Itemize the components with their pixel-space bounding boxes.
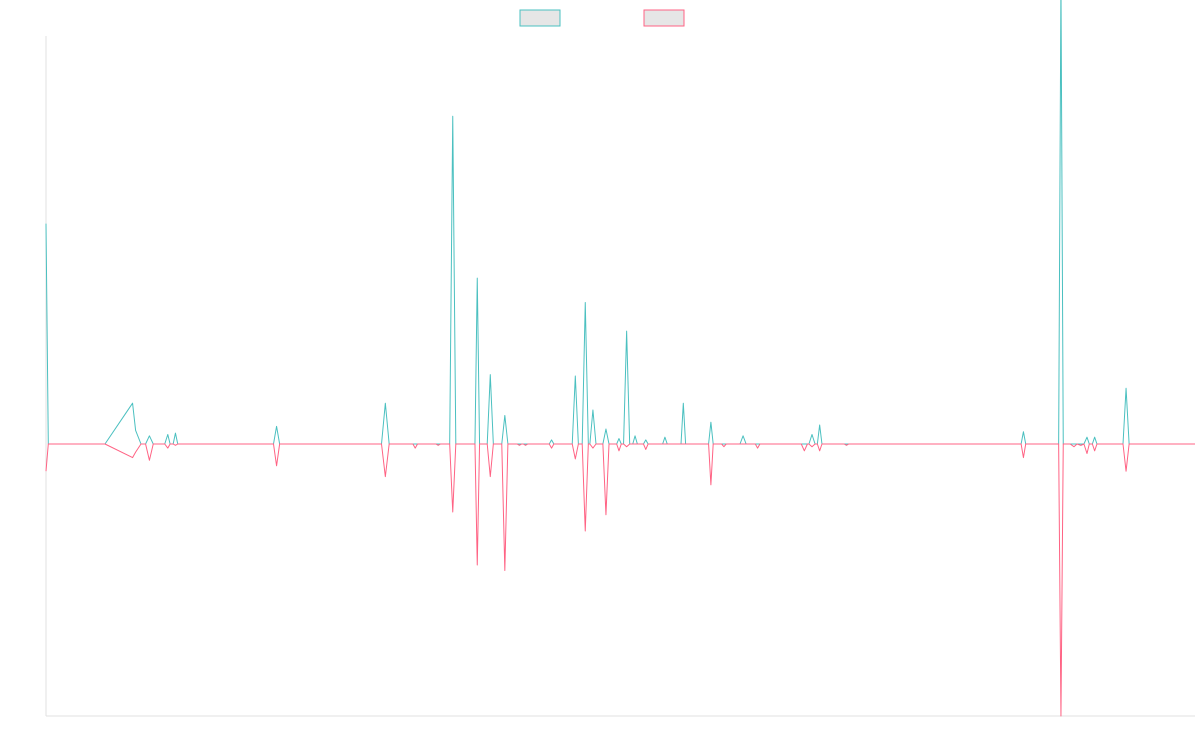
legend-item-2[interactable] [643, 9, 685, 27]
legend-swatch-2 [643, 9, 685, 27]
series-line-1 [45, 0, 1195, 445]
legend [519, 9, 685, 27]
legend-swatch-1 [519, 9, 561, 27]
legend-item-1[interactable] [519, 9, 561, 27]
series-line-2 [45, 443, 1195, 717]
series-layer [45, 0, 1195, 717]
